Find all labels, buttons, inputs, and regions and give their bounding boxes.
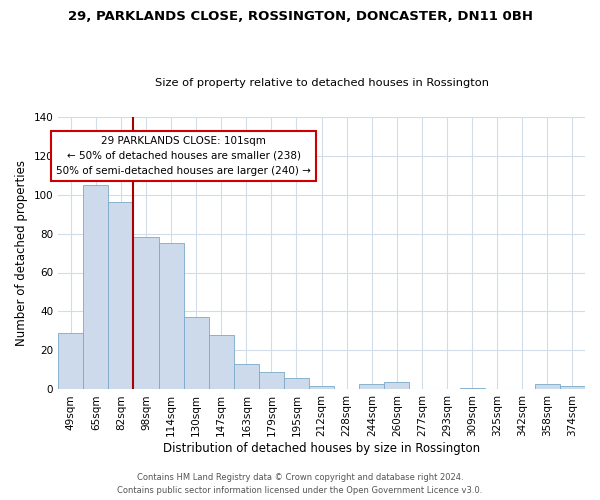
Text: 29 PARKLANDS CLOSE: 101sqm
← 50% of detached houses are smaller (238)
50% of sem: 29 PARKLANDS CLOSE: 101sqm ← 50% of deta… (56, 136, 311, 175)
Text: 29, PARKLANDS CLOSE, ROSSINGTON, DONCASTER, DN11 0BH: 29, PARKLANDS CLOSE, ROSSINGTON, DONCAST… (67, 10, 533, 23)
Bar (535, 384, 560, 390)
Bar (109, 202, 133, 390)
Bar (184, 318, 209, 390)
Bar (259, 372, 284, 390)
Bar (460, 388, 485, 390)
Text: Contains HM Land Registry data © Crown copyright and database right 2024.
Contai: Contains HM Land Registry data © Crown c… (118, 474, 482, 495)
Bar (309, 386, 334, 390)
Bar (158, 244, 184, 390)
X-axis label: Distribution of detached houses by size in Rossington: Distribution of detached houses by size … (163, 442, 480, 455)
Title: Size of property relative to detached houses in Rossington: Size of property relative to detached ho… (155, 78, 488, 88)
Bar (83, 185, 109, 390)
Bar (359, 384, 385, 390)
Bar (209, 335, 234, 390)
Bar (284, 378, 309, 390)
Bar (58, 333, 83, 390)
Bar (560, 386, 585, 390)
Bar (234, 364, 259, 390)
Y-axis label: Number of detached properties: Number of detached properties (15, 160, 28, 346)
Bar (133, 238, 158, 390)
Bar (385, 382, 409, 390)
